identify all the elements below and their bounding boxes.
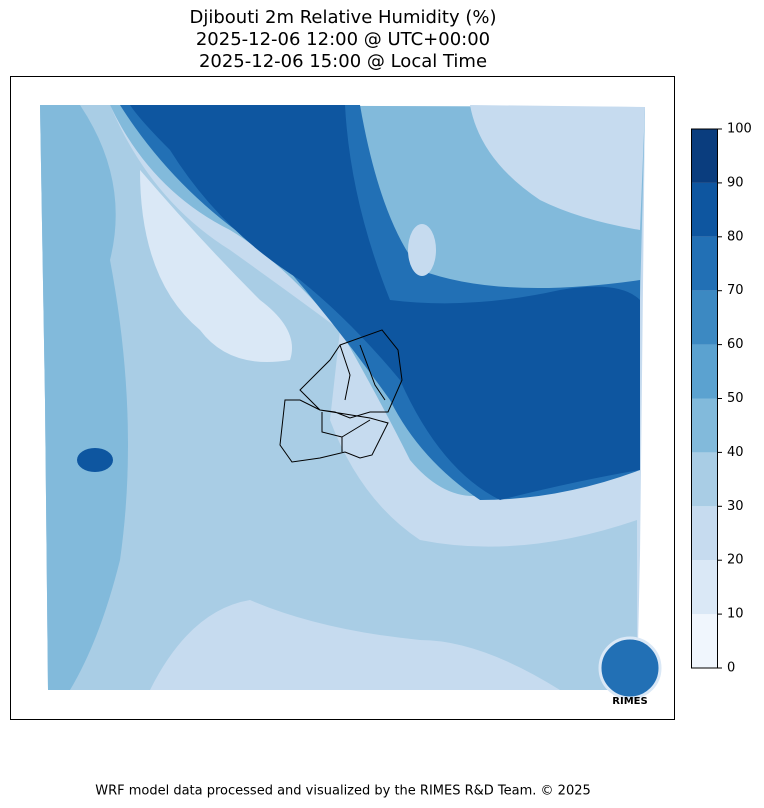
country-borders (279, 329, 403, 463)
colorbar-tick-label: 10 (727, 607, 744, 622)
map-field (40, 105, 645, 690)
title-line: Djibouti 2m Relative Humidity (%) (190, 7, 497, 28)
colorbar-segment (691, 452, 718, 507)
colorbar-tick-label: 90 (727, 175, 744, 190)
colorbar-segment (691, 506, 718, 561)
humidity-zone (77, 448, 113, 472)
humidity-zone (408, 224, 436, 276)
colorbar-segment (691, 560, 718, 615)
colorbar-segment (691, 236, 718, 291)
colorbar-segment (691, 614, 718, 668)
colorbar-tick-label: 20 (727, 553, 744, 568)
humidity-zone (470, 105, 645, 230)
colorbar-tick-label: 0 (727, 661, 735, 676)
colorbar-segment (691, 398, 718, 453)
humidity-zone (40, 105, 128, 690)
logo-emblem (598, 636, 662, 700)
colorbar-segment (691, 290, 718, 345)
title-line: 2025-12-06 15:00 @ Local Time (199, 51, 487, 72)
humidity-zone (130, 105, 640, 500)
colorbar: 0 10 20 30 40 50 60 70 80 90 100 (691, 122, 752, 676)
colorbar-tick-label: 50 (727, 391, 744, 406)
colorbar-segment (691, 344, 718, 399)
logo-text: RIMES (612, 696, 647, 707)
colorbar-tick-label: 60 (727, 337, 744, 352)
logo: RIMES (598, 636, 662, 707)
colorbar-tick-label: 100 (727, 122, 752, 137)
title-line: 2025-12-06 12:00 @ UTC+00:00 (196, 29, 490, 50)
footer: WRF model data processed and visualized … (95, 784, 591, 799)
colorbar-tick-label: 70 (727, 283, 744, 298)
colorbar-tick-label: 40 (727, 445, 744, 460)
colorbar-tick-label: 30 (727, 499, 744, 514)
humidity-zone (140, 170, 292, 362)
colorbar-segment (691, 182, 718, 237)
colorbar-segment (691, 129, 718, 183)
colorbar-tick-label: 80 (727, 229, 744, 244)
colorbar-outline (691, 128, 718, 669)
